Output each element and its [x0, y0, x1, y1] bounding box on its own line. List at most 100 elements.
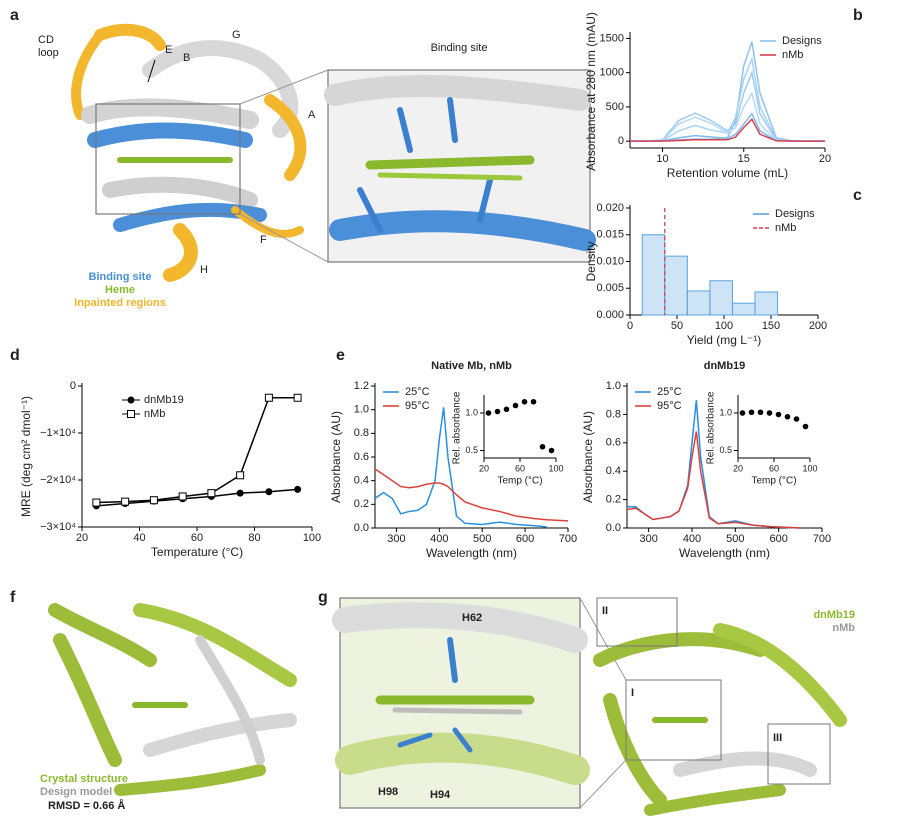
helix-label: A: [308, 109, 316, 121]
zoom-panel-g: [332, 597, 590, 809]
helix-label: H: [200, 264, 208, 276]
data-point: [236, 489, 244, 497]
chart-title: Native Mb, nMb: [431, 360, 512, 372]
series-line: [630, 56, 825, 142]
data-point: [92, 498, 101, 507]
x-tick-label: 10: [656, 153, 668, 165]
legend-label: Designs: [775, 208, 815, 220]
data-point: [748, 409, 755, 416]
x-axis-label: Temp (°C): [497, 476, 542, 487]
legend-label: nMb: [775, 222, 796, 234]
y-tick-label: 1.0: [606, 380, 621, 392]
pointer-line: [147, 59, 156, 83]
legend-symbol: [127, 410, 135, 418]
x-tick-label: 80: [248, 532, 260, 544]
zoom-connector: [579, 759, 627, 809]
rmsd-label: RMSD = 0.66 Å: [48, 799, 125, 812]
x-tick-label: 0: [627, 320, 633, 332]
x-axis-label: Wavelength (nm): [679, 546, 770, 560]
zoom-connector: [579, 597, 627, 681]
data-point: [539, 443, 546, 450]
region-label: loop: [38, 47, 59, 59]
x-tick-label: 100: [715, 320, 733, 332]
data-point: [293, 393, 302, 402]
data-point: [294, 485, 302, 493]
y-axis-label: Rel. absorbance: [706, 391, 717, 464]
legend-label: Designs: [782, 35, 822, 47]
y-tick-label: −1×10⁴: [40, 427, 76, 439]
panel-letter: a: [10, 7, 19, 24]
x-tick-label: 20: [733, 463, 743, 473]
region-label: III: [773, 732, 782, 744]
x-tick-label: 100: [802, 463, 817, 473]
x-tick-label: 60: [515, 463, 525, 473]
y-tick-label: 0.020: [596, 202, 624, 214]
data-point: [494, 408, 501, 415]
x-tick-label: 500: [473, 533, 491, 545]
y-tick-label: 1.0: [719, 407, 732, 417]
legend-label: Inpainted regions: [74, 297, 166, 309]
y-axis-label: Rel. absorbance: [452, 391, 463, 464]
chart-title: dnMb19: [704, 360, 746, 372]
legend-label: nMb: [832, 622, 855, 634]
legend-label: 95°C: [657, 400, 682, 412]
hist-bar: [686, 290, 711, 316]
y-tick-label: 0: [70, 380, 76, 392]
y-axis-label: Density: [584, 241, 598, 281]
y-tick-label: 0.0: [354, 522, 369, 534]
y-tick-label: 500: [606, 101, 624, 113]
legend-label: dnMb19: [813, 609, 855, 621]
hist-bar: [731, 302, 756, 316]
helix-label: F: [260, 234, 267, 246]
residue-label: H94: [430, 789, 451, 801]
y-tick-label: −3×10⁴: [40, 521, 76, 533]
region-label: CD: [38, 34, 54, 46]
series-line: [374, 468, 569, 522]
y-axis-label: Absorbance (AU): [581, 411, 595, 503]
panel-letter: f: [10, 589, 16, 606]
protein-structure-g: [593, 597, 847, 816]
x-tick-label: 100: [548, 463, 563, 473]
series-line: [630, 70, 825, 142]
x-axis-label: Temp (°C): [751, 476, 796, 487]
series-line: [630, 91, 825, 142]
data-point: [121, 497, 130, 506]
data-point: [775, 411, 782, 418]
y-tick-label: −2×10⁴: [40, 474, 76, 486]
panel-letter: b: [853, 7, 863, 24]
data-point: [265, 488, 273, 496]
legend-label: Design model: [40, 786, 112, 798]
legend-label: 25°C: [405, 386, 430, 398]
series-line: [626, 431, 801, 529]
y-tick-label: 1.0: [354, 404, 369, 416]
legend-label: Heme: [105, 284, 135, 296]
zoom-connector: [239, 213, 329, 263]
x-tick-label: 700: [559, 533, 577, 545]
x-tick-label: 60: [769, 463, 779, 473]
y-tick-label: 0.5: [719, 445, 732, 455]
y-tick-label: 0.6: [606, 437, 621, 449]
y-tick-label: 0.000: [596, 309, 624, 321]
x-tick-label: 400: [430, 533, 448, 545]
data-point: [149, 496, 158, 505]
x-tick-label: 300: [639, 533, 657, 545]
panel-letter: d: [10, 347, 20, 364]
legend-label: nMb: [782, 49, 803, 61]
data-point: [512, 402, 519, 409]
x-tick-label: 700: [813, 533, 831, 545]
legend-label: dnMb19: [144, 394, 184, 406]
data-point: [757, 409, 764, 416]
helix-label: B: [183, 52, 190, 64]
x-tick-label: 300: [387, 533, 405, 545]
data-point: [793, 416, 800, 422]
x-tick-label: 20: [479, 463, 489, 473]
y-axis-label: Absorbance (AU): [329, 411, 343, 503]
series-line: [374, 407, 547, 528]
y-tick-label: 1.0: [465, 407, 478, 417]
x-tick-label: 20: [819, 153, 831, 165]
region-label: II: [602, 605, 608, 617]
y-tick-label: 0.0: [606, 522, 621, 534]
y-tick-label: 0.4: [354, 475, 369, 487]
x-axis-label: Wavelength (nm): [426, 546, 517, 560]
data-point: [236, 471, 245, 480]
